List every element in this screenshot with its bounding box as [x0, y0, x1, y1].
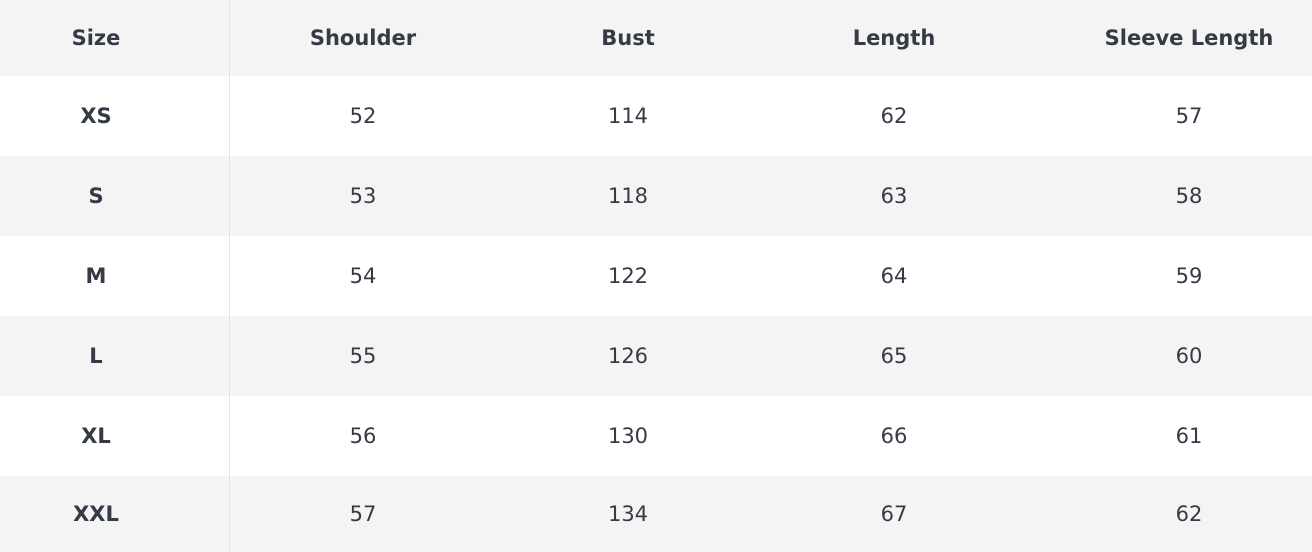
- table-row: XXL 57 134 67 62: [0, 476, 1312, 552]
- measure-cell: 114: [607, 104, 649, 128]
- measure-cell: 55: [349, 344, 377, 368]
- measure-cell: 61: [1175, 424, 1203, 448]
- table-row: XS 52 114 62 57: [0, 76, 1312, 156]
- measure-cell: 65: [880, 344, 908, 368]
- header-cell: Length: [852, 26, 936, 50]
- measure-cell: 54: [349, 264, 377, 288]
- measure-cell: 62: [880, 104, 908, 128]
- measure-cell: 67: [880, 502, 908, 526]
- measure-cell: 122: [607, 264, 649, 288]
- size-cell: XL: [81, 424, 111, 448]
- size-cell: XS: [80, 104, 112, 128]
- table-row: XL 56 130 66 61: [0, 396, 1312, 476]
- measure-cell: 64: [880, 264, 908, 288]
- measure-cell: 52: [349, 104, 377, 128]
- size-cell: L: [89, 344, 103, 368]
- size-cell: M: [85, 264, 107, 288]
- measure-cell: 62: [1175, 502, 1203, 526]
- column-divider: [229, 0, 230, 552]
- header-cell: Size: [71, 26, 121, 50]
- measure-cell: 53: [349, 184, 377, 208]
- measure-cell: 63: [880, 184, 908, 208]
- measure-cell: 56: [349, 424, 377, 448]
- measure-cell: 60: [1175, 344, 1203, 368]
- header-cell: Bust: [601, 26, 655, 50]
- size-cell: XXL: [73, 502, 119, 526]
- size-cell: S: [88, 184, 104, 208]
- header-cell: Sleeve Length: [1104, 26, 1274, 50]
- measure-cell: 57: [349, 502, 377, 526]
- measure-cell: 58: [1175, 184, 1203, 208]
- header-cell: Shoulder: [309, 26, 417, 50]
- measure-cell: 57: [1175, 104, 1203, 128]
- measure-cell: 126: [607, 344, 649, 368]
- measure-cell: 130: [607, 424, 649, 448]
- measure-cell: 134: [607, 502, 649, 526]
- table-row: L 55 126 65 60: [0, 316, 1312, 396]
- header-row: Size Shoulder Bust Length Sleeve Length: [0, 0, 1312, 76]
- measure-cell: 59: [1175, 264, 1203, 288]
- table-row: S 53 118 63 58: [0, 156, 1312, 236]
- measure-cell: 66: [880, 424, 908, 448]
- table-row: M 54 122 64 59: [0, 236, 1312, 316]
- measure-cell: 118: [607, 184, 649, 208]
